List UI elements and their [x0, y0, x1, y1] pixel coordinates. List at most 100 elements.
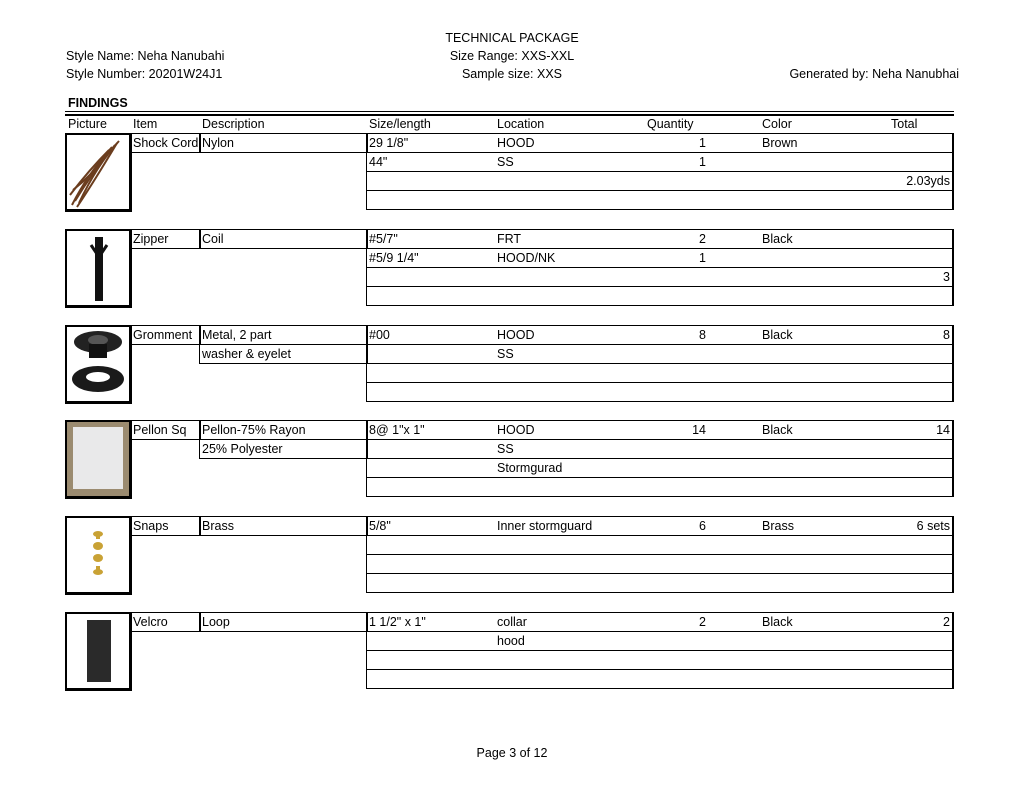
item-name: Zipper	[133, 232, 169, 246]
table-row: 1 1/2" x 1" collar 2 Black 2	[366, 612, 954, 632]
location-value: HOOD	[497, 423, 535, 437]
item-cell: Shock Cord	[130, 133, 201, 153]
divider	[65, 114, 954, 116]
description-text: Pellon-75% Rayon	[202, 423, 306, 437]
divider	[65, 111, 954, 112]
location-value: SS	[497, 442, 514, 456]
item-cell: Snaps	[130, 516, 201, 536]
location-value: SS	[497, 155, 514, 169]
generated-by: Generated by: Neha Nanubhai	[789, 67, 959, 81]
table-row	[366, 286, 954, 306]
table-row: 5/8" Inner stormguard 6 Brass 6 sets	[366, 516, 954, 536]
total-value: 14	[936, 423, 950, 437]
quantity-value: 14	[692, 423, 706, 437]
location-value: Stormgurad	[497, 461, 563, 475]
total-value: 3	[943, 270, 950, 284]
pellon-image	[65, 420, 132, 499]
quantity-value: 1	[699, 155, 706, 169]
col-description: Description	[202, 117, 265, 131]
description-cell: Loop	[199, 612, 368, 632]
size-value: 8@ 1"x 1"	[369, 423, 425, 437]
col-total: Total	[891, 117, 918, 131]
color-value: Black	[762, 615, 793, 629]
color-value: Brown	[762, 136, 798, 150]
table-row: SS	[366, 439, 954, 459]
table-row: #5/9 1/4" HOOD/NK 1	[366, 248, 954, 268]
table-row: SS	[366, 344, 954, 364]
item-cell: Zipper	[130, 229, 201, 249]
location-value: HOOD	[497, 328, 535, 342]
table-row: 8@ 1"x 1" HOOD 14 Black 14	[366, 420, 954, 440]
col-color: Color	[762, 117, 792, 131]
style-name: Style Name: Neha Nanubahi	[66, 49, 225, 63]
page-number: Page 3 of 12	[476, 746, 548, 760]
item-cell: Velcro	[130, 612, 201, 632]
description-text: Metal, 2 part	[202, 328, 272, 342]
color-value: Brass	[762, 519, 794, 533]
total-value: 6 sets	[916, 519, 950, 533]
col-size: Size/length	[369, 117, 431, 131]
quantity-value: 1	[699, 251, 706, 265]
quantity-value: 8	[699, 328, 706, 342]
table-row	[366, 669, 954, 689]
quantity-value: 2	[699, 232, 706, 246]
description-text: Nylon	[202, 136, 234, 150]
table-row: 29 1/8" HOOD 1 Brown	[366, 133, 954, 153]
table-row	[366, 554, 954, 574]
color-value: Black	[762, 328, 793, 342]
document-title: TECHNICAL PACKAGE	[445, 31, 579, 45]
table-row	[366, 535, 954, 555]
table-row	[366, 477, 954, 497]
quantity-value: 6	[699, 519, 706, 533]
item-cell: Pellon Sq	[130, 420, 201, 440]
description-cell: 25% Polyester	[199, 439, 368, 459]
description-cell: washer & eyelet	[199, 344, 368, 364]
size-value: 44"	[369, 155, 388, 169]
table-row: 3	[366, 267, 954, 287]
size-value: #00	[369, 328, 390, 342]
size-value: 1 1/2" x 1"	[369, 615, 426, 629]
velcro-image	[65, 612, 132, 691]
table-row: 44" SS 1	[366, 152, 954, 172]
size-value: 5/8"	[369, 519, 391, 533]
size-value: 29 1/8"	[369, 136, 409, 150]
table-row: 2.03yds	[366, 171, 954, 191]
snaps-image	[65, 516, 132, 595]
table-row: #00 HOOD 8 Black 8	[366, 325, 954, 345]
table-row: Stormgurad	[366, 458, 954, 478]
description-text: washer & eyelet	[202, 347, 291, 361]
description-cell: Coil	[199, 229, 368, 249]
description-cell: Nylon	[199, 133, 368, 153]
col-quantity: Quantity	[647, 117, 694, 131]
quantity-value: 1	[699, 136, 706, 150]
col-location: Location	[497, 117, 545, 131]
col-picture: Picture	[68, 117, 107, 131]
item-name: Shock Cord	[133, 136, 199, 150]
table-row: hood	[366, 631, 954, 651]
size-value: #5/9 1/4"	[369, 251, 419, 265]
total-value: 2	[943, 615, 950, 629]
table-row	[366, 650, 954, 670]
table-row	[366, 573, 954, 593]
table-row	[366, 190, 954, 210]
shock-cord-image	[65, 133, 132, 212]
location-value: hood	[497, 634, 525, 648]
description-cell: Brass	[199, 516, 368, 536]
table-row: #5/7" FRT 2 Black	[366, 229, 954, 249]
item-name: Snaps	[133, 519, 169, 533]
total-value: 8	[943, 328, 950, 342]
sample-size: Sample size: XXS	[461, 67, 563, 81]
location-value: collar	[497, 615, 527, 629]
item-name: Pellon Sq	[133, 423, 187, 437]
quantity-value: 2	[699, 615, 706, 629]
description-text: Brass	[202, 519, 234, 533]
location-value: HOOD	[497, 136, 535, 150]
description-text: Coil	[202, 232, 224, 246]
location-value: HOOD/NK	[497, 251, 556, 265]
total-value: 2.03yds	[906, 174, 950, 188]
size-value: #5/7"	[369, 232, 398, 246]
item-name: Gromment	[133, 328, 193, 342]
grommet-image	[65, 325, 132, 404]
section-title: FINDINGS	[68, 96, 128, 110]
